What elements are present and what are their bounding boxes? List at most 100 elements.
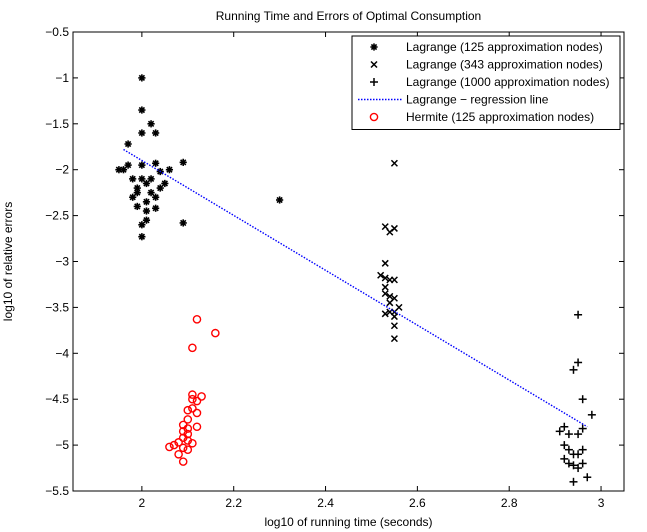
data-point-series-4	[178, 457, 188, 466]
marker-stroke	[377, 271, 385, 279]
y-tick-label: −3.5	[45, 300, 69, 314]
marker-stroke	[178, 457, 188, 466]
marker-stroke	[147, 120, 155, 127]
marker-stroke	[370, 43, 378, 51]
legend-label: Hermite (125 approximation nodes)	[406, 110, 594, 124]
marker-stroke	[124, 161, 132, 169]
data-point-series-2	[564, 445, 573, 454]
marker-stroke	[178, 443, 188, 453]
data-point-series-0	[152, 129, 160, 137]
data-point-series-4	[192, 422, 202, 432]
marker-stroke	[183, 405, 193, 415]
marker-stroke	[386, 292, 394, 300]
marker-stroke	[157, 184, 164, 192]
marker-stroke	[143, 198, 150, 205]
data-point-series-4	[183, 405, 193, 415]
data-point-series-4	[211, 328, 220, 338]
legend-label: Lagrange (125 approximation nodes)	[406, 40, 603, 54]
data-point-series-0	[138, 106, 146, 114]
data-point-series-1	[390, 313, 398, 321]
marker-stroke	[134, 184, 141, 192]
legend: Lagrange (125 approximation nodes) Lagran…	[351, 35, 621, 130]
data-point-series-4	[165, 442, 174, 452]
data-point-series-2	[574, 464, 583, 473]
marker-stroke	[143, 180, 150, 187]
marker-stroke	[138, 161, 146, 169]
marker-stroke	[197, 392, 206, 401]
marker-stroke	[147, 175, 155, 183]
data-point-series-2	[578, 445, 587, 454]
marker-stroke	[138, 74, 146, 82]
data-point-series-0	[156, 184, 164, 192]
marker-stroke	[390, 322, 398, 330]
marker-stroke	[180, 219, 187, 227]
y-tick-label: −5	[55, 438, 69, 452]
data-point-series-0	[119, 166, 128, 174]
data-point-series-1	[381, 283, 389, 291]
x-tick-label: 2.4	[317, 496, 334, 510]
x-tick-label: 3	[598, 496, 605, 510]
legend-marker	[370, 43, 378, 51]
x-axis-title: log10 of running time (seconds)	[264, 515, 432, 529]
data-point-series-1	[381, 290, 389, 298]
marker-stroke	[276, 196, 283, 204]
data-point-series-1	[381, 259, 389, 267]
legend-marker	[369, 112, 379, 122]
data-point-series-0	[133, 184, 141, 192]
data-point-series-4	[178, 427, 188, 436]
data-point-series-1	[390, 159, 398, 167]
marker-stroke	[169, 440, 179, 450]
marker-stroke	[370, 60, 378, 69]
data-point-series-0	[124, 140, 132, 148]
data-point-series-2	[560, 441, 569, 450]
data-point-series-0	[152, 193, 160, 201]
data-point-series-1	[377, 271, 385, 279]
data-point-series-0	[138, 175, 146, 183]
data-point-series-4	[197, 392, 206, 401]
data-point-series-2	[560, 454, 569, 463]
data-point-series-4	[183, 424, 193, 433]
y-tick-label: −1.5	[45, 117, 69, 131]
data-point-series-0	[142, 198, 151, 206]
marker-stroke	[369, 112, 379, 122]
data-point-series-2	[569, 477, 578, 486]
marker-stroke	[129, 175, 136, 183]
marker-stroke	[188, 404, 197, 413]
data-point-series-0	[138, 129, 146, 137]
data-point-series-2	[574, 450, 583, 459]
data-point-series-4	[192, 408, 202, 418]
data-point-series-4	[192, 396, 202, 406]
data-point-series-0	[138, 74, 146, 82]
marker-stroke	[143, 207, 150, 215]
data-point-series-0	[142, 207, 151, 215]
marker-stroke	[143, 217, 150, 224]
data-point-series-0	[129, 193, 137, 201]
data-point-series-0	[133, 202, 141, 211]
y-tick-label: −0.5	[45, 25, 69, 39]
marker-stroke	[138, 175, 146, 183]
marker-stroke	[178, 433, 188, 443]
y-tick-label: −2	[55, 163, 69, 177]
legend-label: Lagrange (343 approximation nodes)	[406, 58, 603, 72]
marker-stroke	[174, 449, 183, 459]
marker-stroke	[138, 129, 146, 137]
marker-stroke	[134, 189, 141, 196]
x-tick-label: 2.6	[409, 496, 426, 510]
data-point-series-1	[390, 276, 398, 284]
marker-stroke	[180, 159, 187, 166]
marker-stroke	[166, 166, 173, 173]
data-point-series-2	[574, 358, 583, 367]
marker-stroke	[138, 233, 146, 240]
y-axis-title: log10 of relative errors	[1, 202, 15, 321]
legend-box	[351, 35, 621, 130]
regression-line	[123, 148, 588, 428]
data-point-series-1	[386, 228, 394, 236]
data-point-series-2	[583, 473, 592, 482]
marker-stroke	[381, 283, 389, 291]
data-point-series-4	[178, 443, 188, 453]
data-point-series-4	[183, 445, 193, 454]
data-point-series-0	[129, 175, 137, 183]
data-point-series-4	[183, 415, 193, 424]
